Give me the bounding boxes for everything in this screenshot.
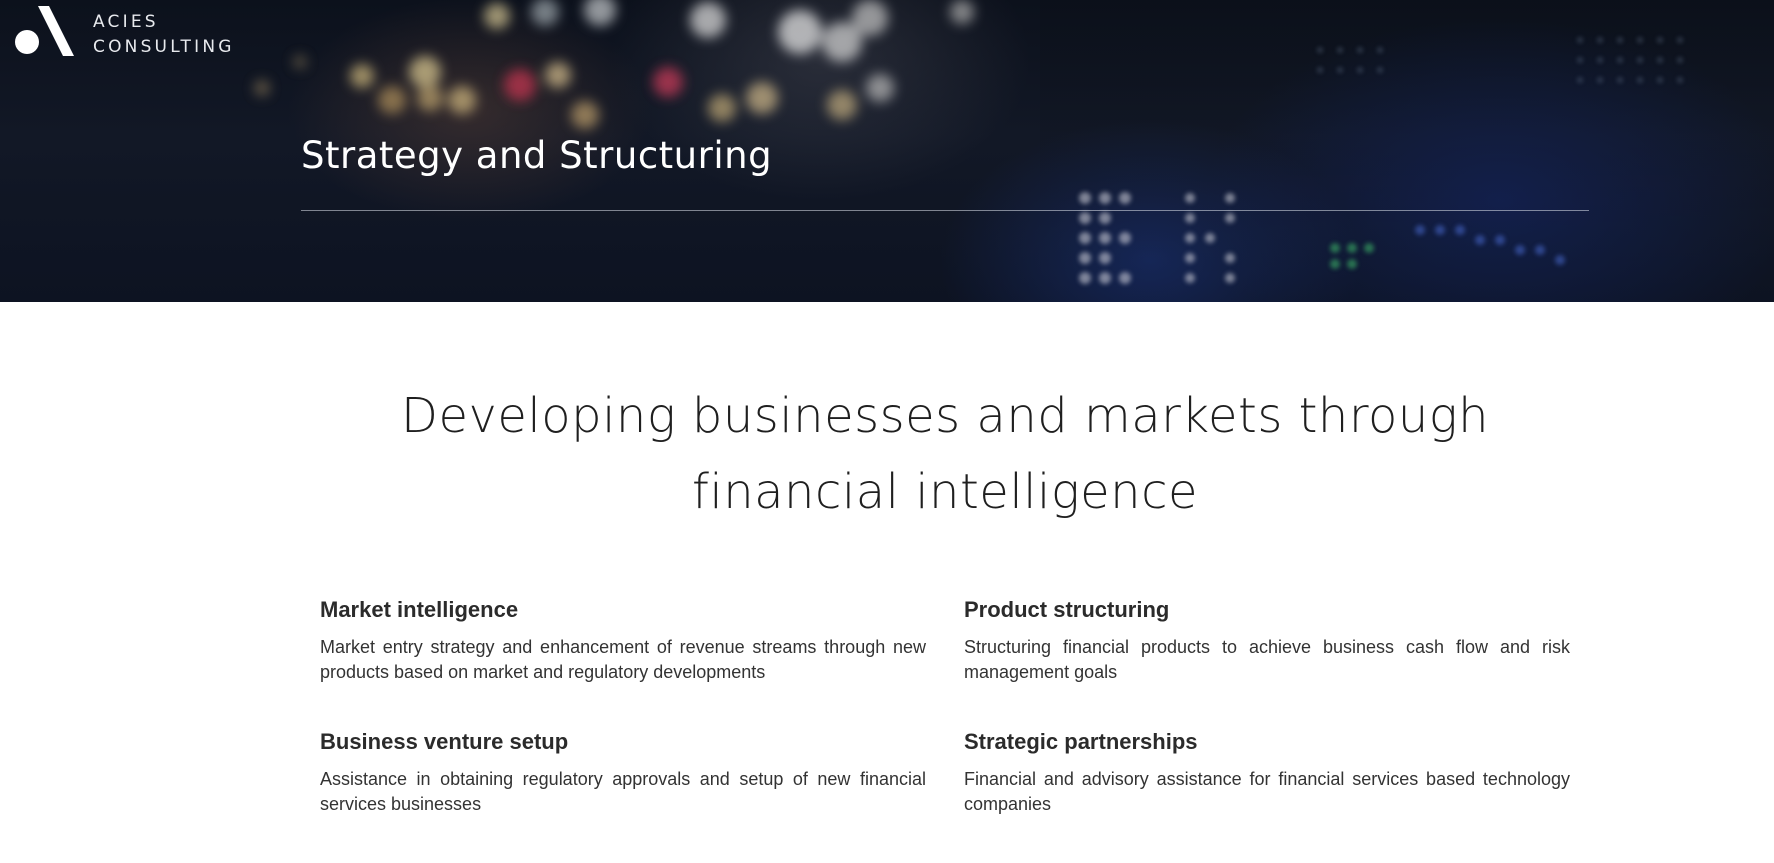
headline-line1: Developing businesses and markets throug… <box>400 388 1490 444</box>
hero-banner: ACIES CONSULTING Strategy and Structurin… <box>0 0 1774 302</box>
service-description: Assistance in obtaining regulatory appro… <box>320 769 926 814</box>
brand-logo[interactable]: ACIES CONSULTING <box>14 4 254 60</box>
section-headline: Developing businesses and markets throug… <box>300 378 1590 530</box>
brand-name-line2: CONSULTING <box>93 37 235 57</box>
headline-line2: financial intelligence <box>691 464 1199 520</box>
service-title: Product structuring <box>964 597 1170 622</box>
service-title: Business venture setup <box>320 729 569 754</box>
hero-divider <box>301 210 1589 211</box>
brand-name: ACIES CONSULTING <box>93 10 235 60</box>
service-product-structuring: Product structuring Structuring financia… <box>964 594 1570 685</box>
service-strategic-partnerships: Strategic partnerships Financial and adv… <box>964 726 1570 817</box>
page-title: Strategy and Structuring <box>301 134 773 177</box>
hero-background-image <box>254 0 1774 302</box>
acies-logo-icon <box>15 6 74 56</box>
service-description: Financial and advisory assistance for fi… <box>964 769 1570 814</box>
service-title: Market intelligence <box>320 597 519 622</box>
service-description: Structuring financial products to achiev… <box>964 637 1570 682</box>
service-market-intelligence: Market intelligence Market entry strateg… <box>320 594 926 685</box>
service-description: Market entry strategy and enhancement of… <box>320 637 926 682</box>
brand-name-line1: ACIES <box>93 12 159 32</box>
service-title: Strategic partnerships <box>964 729 1198 754</box>
service-business-venture-setup: Business venture setup Assistance in obt… <box>320 726 926 817</box>
